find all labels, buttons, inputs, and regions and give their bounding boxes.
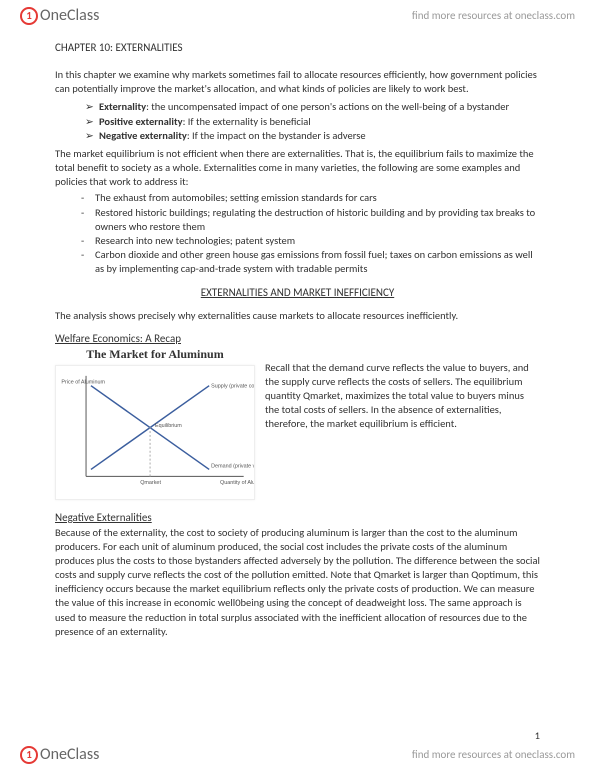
welfare-heading: Welfare Economics: A Recap [55,332,540,345]
page-content: CHAPTER 10: EXTERNALITIES In this chapte… [0,31,595,681]
logo: 1 OneClass [20,745,99,764]
demand-label: Demand (private value) [211,463,255,469]
neg-ext-paragraph: Because of the externality, the cost to … [55,526,540,639]
list-item: Positive externality: If the externality… [85,115,540,129]
y-axis-label: Price of Aluminum [61,379,105,385]
logo-text: OneClass [40,745,99,764]
equilibrium-paragraph: The market equilibrium is not efficient … [55,147,540,190]
list-item: Negative externality: If the impact on t… [85,129,540,143]
intro-paragraph: In this chapter we examine why markets s… [55,68,540,96]
definition-text: : the uncompensated impact of one person… [146,100,509,113]
qmarket-label: Qmarket [140,480,161,486]
list-item: The exhaust from automobiles; setting em… [81,191,540,205]
list-item: Externality: the uncompensated impact of… [85,100,540,114]
section-title: EXTERNALITIES AND MARKET INEFFICIENCY [55,286,540,299]
logo: 1 OneClass [20,6,99,25]
logo-text: OneClass [40,6,99,25]
chart-container: The Market for Aluminum Price of Aluminu… [55,347,255,503]
logo-icon: 1 [20,7,38,25]
chapter-title: CHAPTER 10: EXTERNALITIES [55,41,540,54]
supply-label: Supply (private cost) [211,383,255,389]
term: Negative externality [99,129,187,142]
page-header: 1 OneClass find more resources at onecla… [0,0,595,31]
neg-ext-heading: Negative Externalities [55,511,540,524]
term: Positive externality [99,115,183,128]
header-link[interactable]: find more resources at oneclass.com [412,9,575,22]
definition-text: : If the impact on the bystander is adve… [187,129,366,142]
page-footer: 1 OneClass find more resources at onecla… [0,739,595,770]
chart-title: The Market for Aluminum [55,347,255,362]
definitions-list: Externality: the uncompensated impact of… [55,100,540,143]
logo-icon: 1 [20,746,38,764]
list-item: Research into new technologies; patent s… [81,234,540,248]
definition-text: : If the externality is beneficial [183,115,311,128]
chart-caption: Recall that the demand curve reflects th… [265,347,540,503]
supply-demand-chart: Price of Aluminum Quantity of Aluminum S… [55,365,255,500]
equilibrium-label: Equilibrium [155,423,182,429]
examples-list: The exhaust from automobiles; setting em… [55,191,540,276]
chart-row: The Market for Aluminum Price of Aluminu… [55,347,540,503]
list-item: Restored historic buildings; regulating … [81,206,540,234]
analysis-paragraph: The analysis shows precisely why externa… [55,309,540,323]
x-axis-label: Quantity of Aluminum [220,480,255,486]
list-item: Carbon dioxide and other green house gas… [81,248,540,276]
term: Externality [99,100,146,113]
footer-link[interactable]: find more resources at oneclass.com [412,748,575,761]
